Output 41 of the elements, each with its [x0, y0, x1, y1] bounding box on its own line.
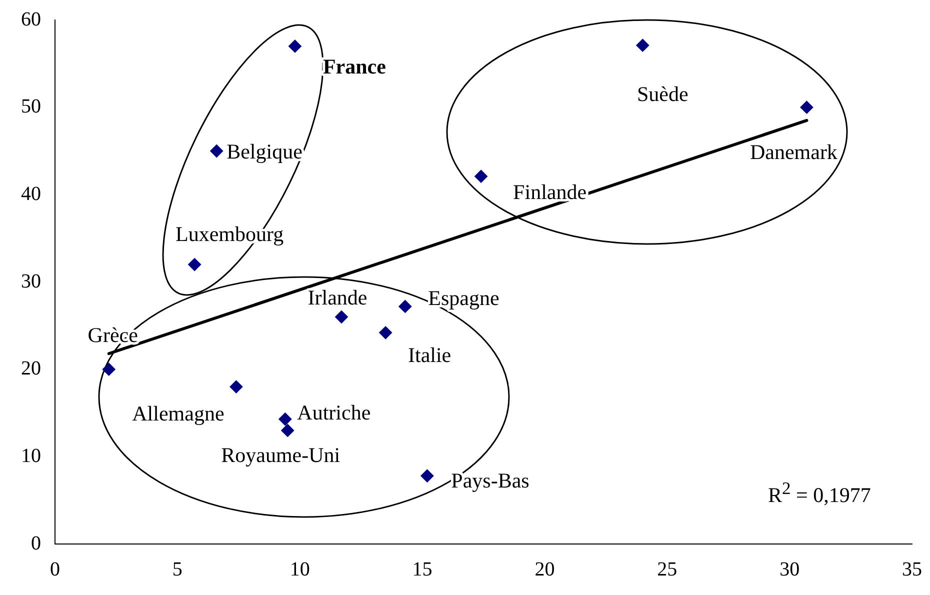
point: [230, 380, 243, 394]
y-tick-label: 0: [31, 532, 41, 554]
point: [334, 310, 348, 324]
point: [800, 100, 814, 114]
x-tick-label: 35: [902, 558, 922, 580]
x-tick-label: 30: [780, 558, 800, 580]
point: [188, 258, 202, 272]
annotation: Allemagne: [132, 401, 224, 426]
annotation: Irlande: [308, 285, 368, 310]
annotation: Royaume-Uni: [221, 442, 340, 467]
annotation: Belgique: [226, 140, 302, 164]
x-tick-label: 0: [50, 558, 60, 580]
annotation: Autriche: [297, 400, 371, 425]
y-tick-label: 30: [21, 270, 41, 292]
annotation: R$^{2}$ = 0,1977: [768, 478, 871, 508]
y-tick-label: 50: [21, 96, 41, 118]
annotation: Espagne: [428, 286, 500, 310]
point: [288, 40, 302, 53]
x-tick-label: 10: [290, 558, 310, 580]
point: [474, 170, 488, 183]
point: [278, 412, 292, 426]
x-tick-label: 15: [412, 558, 432, 580]
x-tick-label: 25: [657, 558, 678, 580]
y-tick-label: 40: [21, 182, 41, 205]
annotation: Danemark: [750, 140, 838, 164]
x-tick-label: 5: [172, 558, 182, 580]
point: [398, 300, 412, 313]
x-tick-label: 20: [534, 558, 555, 580]
annotation: Italie: [408, 343, 452, 368]
point: [379, 326, 392, 340]
y-tick-label: 10: [21, 444, 41, 467]
annotation: Finlande: [513, 180, 587, 204]
point: [210, 144, 224, 158]
point: [281, 424, 294, 437]
annotation: Pays-Bas: [451, 468, 530, 492]
point: [102, 362, 116, 376]
point: [420, 469, 434, 482]
point: [636, 38, 650, 52]
y-tick-label: 20: [21, 358, 41, 380]
annotation: Suède: [636, 82, 688, 106]
y-tick-label: 60: [21, 8, 41, 30]
